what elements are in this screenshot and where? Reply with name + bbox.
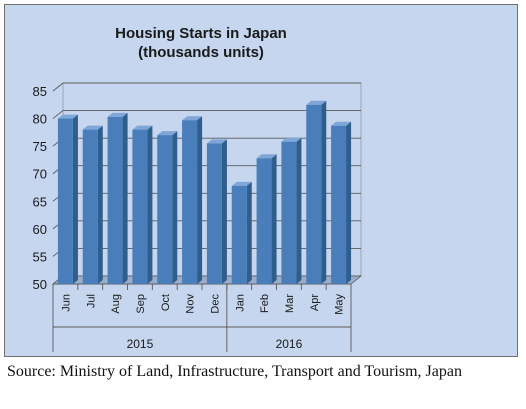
bar-side bbox=[197, 116, 203, 285]
x-tick-label: Jul bbox=[85, 294, 97, 308]
y-tick-label: 70 bbox=[33, 167, 47, 182]
bar-front bbox=[256, 158, 272, 284]
bar-side bbox=[296, 137, 302, 284]
bar bbox=[231, 181, 252, 284]
bar-top bbox=[107, 112, 128, 117]
chart-title-line-2: (thousands units) bbox=[138, 44, 264, 61]
y-tick-label: 75 bbox=[33, 139, 47, 154]
x-tick-label: Sep bbox=[135, 294, 147, 314]
bar-top bbox=[231, 181, 252, 186]
bar-front bbox=[157, 135, 173, 284]
x-tick-label: Dec bbox=[209, 294, 221, 314]
x-tick-label: Nov bbox=[185, 294, 197, 314]
bar-top bbox=[132, 125, 153, 130]
x-tick-label: Apr bbox=[309, 294, 321, 311]
y-tick-label: 85 bbox=[33, 84, 47, 99]
y-tick-label: 55 bbox=[33, 249, 47, 264]
bar-side bbox=[246, 181, 252, 284]
bar-top bbox=[256, 154, 277, 159]
y-tick-label: 65 bbox=[33, 194, 47, 209]
source-note: Source: Ministry of Land, Infrastructure… bbox=[7, 363, 462, 380]
bar-front bbox=[331, 125, 347, 285]
chart-title-line-1: Housing Starts in Japan bbox=[115, 25, 287, 42]
bar-front bbox=[182, 120, 198, 285]
bar-top bbox=[82, 125, 103, 130]
bar-side bbox=[147, 125, 153, 284]
gridline bbox=[52, 82, 361, 92]
bar-front bbox=[107, 116, 123, 284]
bar bbox=[157, 131, 178, 284]
bar bbox=[57, 114, 78, 284]
bar-front bbox=[206, 143, 222, 284]
y-tick-label: 60 bbox=[33, 222, 47, 237]
bar bbox=[331, 121, 352, 285]
bar-top bbox=[182, 116, 203, 121]
bar-top bbox=[57, 114, 78, 119]
bar-front bbox=[82, 129, 98, 284]
bar-side bbox=[122, 112, 128, 284]
bar bbox=[256, 154, 277, 284]
bar bbox=[182, 116, 203, 285]
x-tick-label: Jun bbox=[60, 294, 72, 312]
gridline bbox=[52, 110, 361, 119]
bar bbox=[82, 125, 103, 284]
bar-side bbox=[72, 114, 78, 284]
bar bbox=[206, 139, 227, 284]
bar-top bbox=[206, 139, 227, 144]
y-tick-label: 50 bbox=[33, 277, 47, 292]
x-tick-label: Jan bbox=[234, 294, 246, 312]
bar bbox=[306, 100, 327, 285]
x-tick-label: Oct bbox=[160, 294, 172, 311]
chart-frame: Housing Starts in Japan (thousands units… bbox=[4, 4, 518, 357]
x-tick-label: Aug bbox=[110, 294, 122, 314]
bar-top bbox=[331, 121, 352, 126]
bar-front bbox=[281, 141, 297, 284]
group-label: 2016 bbox=[276, 337, 303, 351]
bar bbox=[281, 137, 302, 284]
x-tick-label: Mar bbox=[284, 294, 296, 313]
bar-side bbox=[172, 131, 178, 284]
bar-top bbox=[306, 100, 327, 105]
bar-chart: Housing Starts in Japan (thousands units… bbox=[5, 5, 517, 356]
bar-front bbox=[132, 129, 148, 284]
bar-side bbox=[346, 121, 352, 285]
bar bbox=[107, 112, 128, 284]
bar-side bbox=[221, 139, 227, 284]
x-tick-label: Feb bbox=[259, 294, 271, 313]
bar-top bbox=[281, 137, 302, 142]
bar-side bbox=[321, 100, 327, 285]
bar-front bbox=[57, 118, 73, 284]
bar-side bbox=[97, 125, 103, 284]
group-label: 2015 bbox=[127, 337, 154, 351]
x-tick-label: May bbox=[334, 294, 346, 315]
bar-side bbox=[271, 154, 277, 284]
bar bbox=[132, 125, 153, 284]
bar-front bbox=[231, 185, 247, 284]
bar-front bbox=[306, 104, 322, 285]
y-tick-label: 80 bbox=[33, 112, 47, 127]
bar-top bbox=[157, 131, 178, 136]
